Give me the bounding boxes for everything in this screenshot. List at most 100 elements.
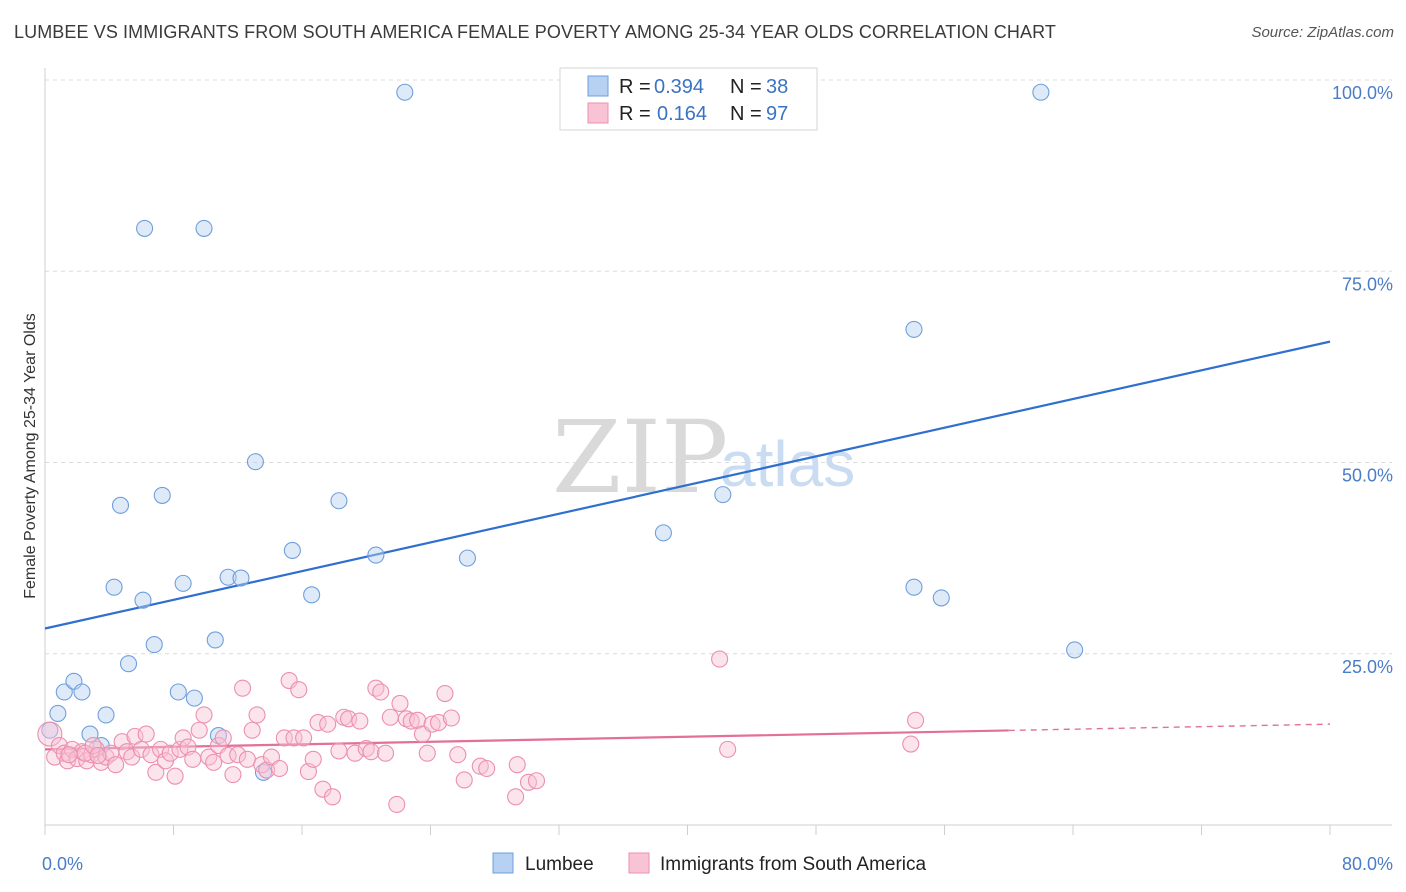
immigrants-point xyxy=(455,771,473,789)
legend-n-value-1: 38 xyxy=(766,76,788,98)
data-points xyxy=(37,83,1084,814)
immigrants-point xyxy=(285,729,303,747)
lumbee-point xyxy=(714,486,732,504)
immigrants-point xyxy=(238,750,256,768)
immigrants-point xyxy=(376,744,395,762)
bottom-legend: Lumbee Immigrants from South America xyxy=(492,852,927,875)
lumbee-trend-line xyxy=(44,340,1331,630)
immigrants-point xyxy=(362,743,380,761)
lumbee-point xyxy=(330,492,348,510)
immigrants-point xyxy=(478,759,496,778)
immigrants-point xyxy=(107,756,125,774)
lumbee-point xyxy=(458,549,476,567)
lumbee-point xyxy=(367,546,385,564)
lumbee-point xyxy=(119,655,138,673)
immigrants-point xyxy=(304,750,322,768)
immigrants-point xyxy=(243,721,261,739)
y-axis-label: Female Poverty Among 25-34 Year Olds xyxy=(22,313,39,599)
immigrants-point xyxy=(388,795,406,814)
chart-source: Source: ZipAtlas.com xyxy=(1251,24,1394,41)
trend-lines xyxy=(44,340,1331,751)
immigrants-point xyxy=(118,743,136,761)
immigrants-point xyxy=(719,740,737,758)
immigrants-point xyxy=(319,715,337,733)
lumbee-point xyxy=(105,578,123,596)
immigrants-point xyxy=(184,750,202,768)
lumbee-point xyxy=(134,591,152,609)
immigrants-point xyxy=(418,744,436,762)
immigrants-point xyxy=(508,756,526,774)
legend-r-value-2: 0.164 xyxy=(657,103,707,125)
immigrants-point xyxy=(471,757,489,775)
immigrants-point xyxy=(147,763,165,781)
lumbee-point xyxy=(303,586,321,604)
legend-r-label-1: R = xyxy=(619,76,651,98)
immigrants-trend-line xyxy=(44,729,1009,751)
immigrants-point xyxy=(442,709,460,727)
bottom-legend-swatch-immigrants xyxy=(628,852,650,874)
immigrants-point xyxy=(258,761,276,779)
y-tick-label: 100.0% xyxy=(1332,83,1393,103)
y-tick-label: 50.0% xyxy=(1342,466,1393,486)
legend-r-label-2: R = xyxy=(619,103,651,125)
immigrants-point xyxy=(340,710,358,728)
immigrants-point xyxy=(205,753,223,771)
bottom-legend-lumbee: Lumbee xyxy=(525,854,594,875)
immigrants-point xyxy=(270,759,289,778)
immigrants-point xyxy=(137,725,155,743)
immigrants-point xyxy=(429,714,448,732)
immigrants-point xyxy=(229,746,247,764)
legend-box: R = 0.394 N = 38 R = 0.164 N = 97 xyxy=(559,67,818,131)
immigrants-point xyxy=(351,712,369,730)
watermark-atlas: atlas xyxy=(720,428,855,500)
immigrants-point xyxy=(436,684,454,703)
immigrants-point xyxy=(224,766,242,784)
lumbee-point xyxy=(206,631,224,649)
lumbee-point xyxy=(396,83,414,101)
immigrants-point xyxy=(166,767,184,785)
lumbee-point xyxy=(49,704,67,722)
lumbee-point xyxy=(73,683,91,701)
immigrants-point xyxy=(449,746,467,764)
x-tick-label: 0.0% xyxy=(42,854,83,874)
immigrants-point xyxy=(248,706,266,724)
bottom-legend-swatch-lumbee xyxy=(492,852,514,874)
immigrants-point xyxy=(507,788,525,806)
immigrants-point xyxy=(711,650,729,668)
immigrants-point xyxy=(381,708,399,726)
immigrants-point xyxy=(290,681,308,699)
immigrants-point xyxy=(330,742,348,760)
immigrants-point xyxy=(275,729,293,747)
immigrants-point xyxy=(402,712,420,730)
immigrants-point xyxy=(190,721,208,739)
lumbee-point xyxy=(1032,83,1050,101)
chart-title: LUMBEE VS IMMIGRANTS FROM SOUTH AMERICA … xyxy=(14,22,1056,42)
immigrants-point xyxy=(60,746,78,764)
immigrants-point xyxy=(89,746,107,765)
immigrants-point xyxy=(132,740,150,758)
immigrants-point xyxy=(372,683,390,701)
x-tick-label: 80.0% xyxy=(1342,854,1393,874)
immigrants-point xyxy=(357,740,375,758)
immigrants-point xyxy=(323,788,342,806)
lumbee-point xyxy=(136,219,154,237)
legend-r-value-1: 0.394 xyxy=(654,76,704,98)
watermark-zip: ZIP xyxy=(552,399,728,516)
y-tick-label: 25.0% xyxy=(1342,657,1393,677)
axes xyxy=(44,68,1392,835)
legend-swatch-lumbee xyxy=(587,75,609,97)
lumbee-point xyxy=(174,574,192,592)
lumbee-point xyxy=(905,320,923,338)
lumbee-point xyxy=(219,568,237,586)
immigrants-trend-line-extension xyxy=(1008,723,1331,732)
immigrants-point xyxy=(113,733,131,751)
immigrants-point xyxy=(214,729,232,747)
bottom-legend-immigrants: Immigrants from South America xyxy=(660,854,927,875)
immigrants-point xyxy=(295,729,313,747)
immigrants-point xyxy=(200,748,218,766)
lumbee-point xyxy=(932,589,950,607)
legend-n-label-2: N = xyxy=(730,103,762,125)
immigrants-point xyxy=(84,736,102,755)
immigrants-point xyxy=(902,735,920,753)
